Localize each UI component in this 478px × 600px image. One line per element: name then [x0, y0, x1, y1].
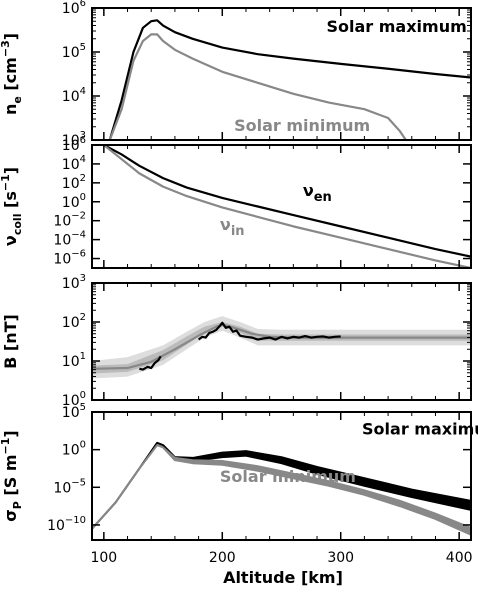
y-tick-label: 102 [62, 173, 86, 192]
uncertainty-band-1 [92, 316, 471, 379]
series-line-1 [103, 145, 471, 258]
series-line-2 [139, 355, 162, 371]
plot-area [103, 145, 471, 268]
y-tick-label: 103 [62, 273, 86, 292]
annotation: νen [303, 181, 332, 205]
y-tick-label: 100 [62, 192, 86, 211]
series-line-1 [108, 19, 471, 140]
x-tick-label: 100 [90, 550, 117, 566]
y-tick-label: 100 [62, 440, 86, 459]
y-tick-label: 10−4 [53, 230, 86, 249]
y-tick-label: 10−2 [53, 211, 86, 230]
panel-frame [91, 144, 472, 269]
panel-frame [91, 7, 472, 141]
panel-3: 100 101 102 103 B [nT] [1, 273, 472, 409]
y-tick-label: 10−6 [53, 249, 86, 268]
series-line-3 [197, 321, 341, 341]
y-tick-label: 10−10 [47, 515, 86, 534]
plot-area [92, 441, 471, 536]
y-tick-label: 102 [62, 312, 86, 331]
annotation: Solar minimum [234, 116, 370, 135]
annotation: νin [220, 215, 245, 239]
y-axis-label: B [nT] [1, 314, 20, 369]
panel-1: 103 104 105 106 ne [cm−3] Solar maximum Solar … [0, 0, 472, 149]
panel-4: 10−10 10−5 100 105 σP [S m−1] Solar maximum So… [0, 402, 478, 541]
y-tick-label: 106 [62, 0, 86, 17]
x-tick-label: 400 [446, 550, 473, 566]
series-band-1 [92, 441, 471, 530]
y-tick-label: 106 [62, 135, 86, 154]
x-tick-label: 200 [209, 550, 236, 566]
y-tick-label: 105 [62, 42, 86, 61]
x-tick-label: 300 [327, 550, 354, 566]
series-line-2 [103, 145, 471, 268]
y-axis-label: νcoll [s−1] [0, 167, 24, 246]
annotation: Solar maximum [362, 420, 478, 439]
y-tick-label: 10−5 [53, 477, 86, 496]
y-tick-label: 104 [62, 86, 86, 105]
series-band-2 [92, 444, 471, 536]
series-line-2 [108, 33, 407, 140]
y-axis-label: σP [S m−1] [0, 430, 24, 521]
y-axis-label: ne [cm−3] [0, 33, 24, 115]
panel-frame [91, 411, 472, 541]
panel-frame [91, 282, 472, 401]
plot-area [108, 19, 471, 140]
plot-area [92, 316, 471, 379]
uncertainty-band-2 [92, 322, 471, 374]
y-tick-label: 105 [62, 402, 86, 421]
y-tick-label: 104 [62, 154, 86, 173]
y-tick-label: 101 [62, 351, 86, 370]
y-tick-label: 103 [62, 130, 86, 149]
x-axis-label: Altitude [km] [223, 568, 343, 587]
y-tick-label: 100 [62, 390, 86, 409]
annotation: Solar minimum [220, 467, 356, 486]
annotation: Solar maximum [327, 17, 467, 36]
